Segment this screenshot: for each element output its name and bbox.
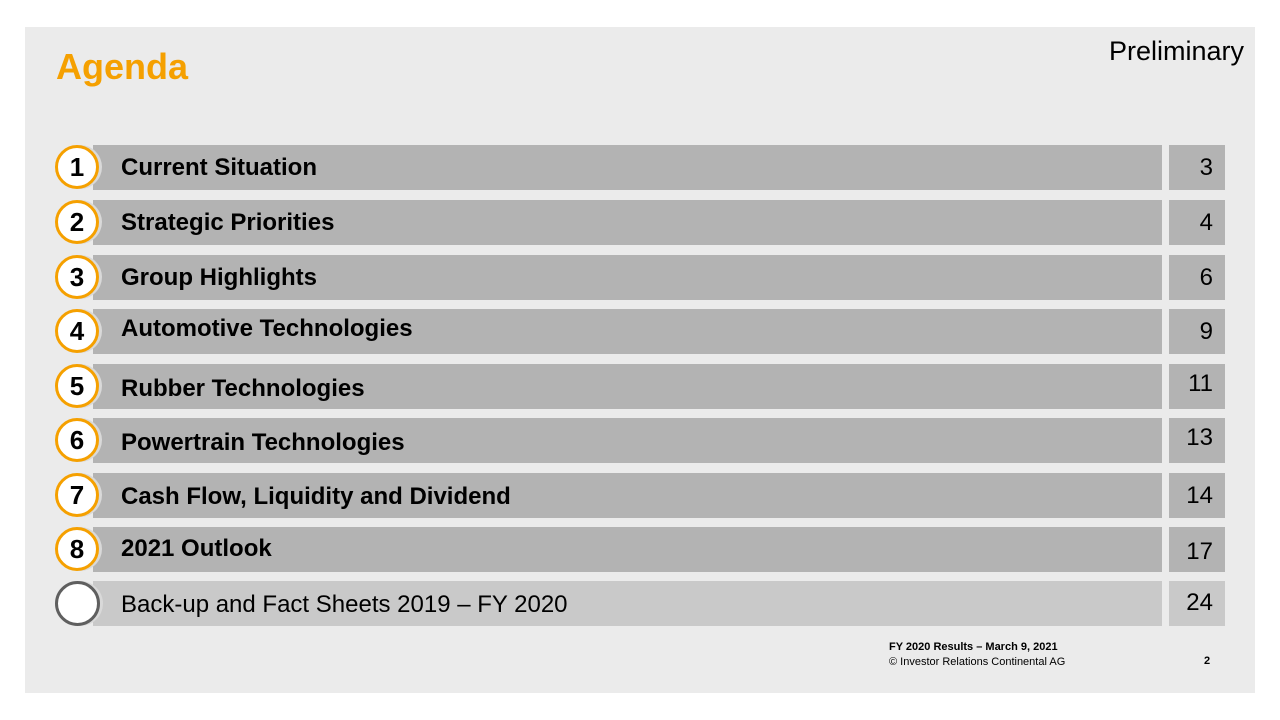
page-number: 3 — [1199, 154, 1213, 181]
item-label: Automotive Technologies — [121, 315, 413, 342]
item-number-badge: 3 — [55, 255, 99, 299]
page-number: 14 — [1186, 482, 1213, 509]
agenda-item: 7 Cash Flow, Liquidity and Dividend 14 — [55, 473, 1225, 518]
agenda-bar — [93, 527, 1162, 572]
page-box: 3 — [1169, 145, 1225, 190]
agenda-bar — [93, 473, 1162, 518]
item-label: Powertrain Technologies — [121, 429, 405, 456]
agenda-item-backup: Back-up and Fact Sheets 2019 – FY 2020 2… — [55, 581, 1225, 626]
item-number-badge: 6 — [55, 418, 99, 462]
footer: FY 2020 Results – March 9, 2021 © Invest… — [889, 640, 1065, 670]
item-label: Cash Flow, Liquidity and Dividend — [121, 483, 511, 510]
page-number: 11 — [1188, 370, 1213, 397]
agenda-bar — [93, 418, 1162, 463]
item-label: Strategic Priorities — [121, 209, 335, 236]
page-number: 6 — [1199, 264, 1213, 291]
footer-event: FY 2020 Results – March 9, 2021 — [889, 641, 1058, 653]
page-box: 24 — [1169, 581, 1225, 626]
item-number: 1 — [69, 152, 85, 182]
item-number-badge: 2 — [55, 200, 99, 244]
agenda-item: 8 2021 Outlook 17 — [55, 527, 1225, 572]
item-number-badge: 1 — [55, 145, 99, 189]
item-label: Group Highlights — [121, 264, 317, 291]
agenda-item: 5 Rubber Technologies 11 — [55, 364, 1225, 409]
item-label: Current Situation — [121, 154, 317, 181]
item-number-badge: 5 — [55, 364, 99, 408]
page-title: Agenda — [56, 46, 189, 87]
agenda-bar — [93, 581, 1162, 626]
page-box: 9 — [1169, 309, 1225, 354]
item-number: 2 — [69, 207, 85, 237]
page-box: 11 — [1169, 364, 1225, 409]
agenda-item: 4 Automotive Technologies 9 — [55, 309, 1225, 354]
item-number: 3 — [69, 262, 85, 292]
page-number: 4 — [1199, 209, 1213, 236]
page-box: 4 — [1169, 200, 1225, 245]
agenda-item: 3 Group Highlights 6 — [55, 255, 1225, 300]
preliminary-label: Preliminary — [1108, 36, 1244, 66]
item-number: 6 — [69, 425, 85, 455]
footer-copyright: © Investor Relations Continental AG — [889, 656, 1066, 668]
page-number: 24 — [1186, 589, 1213, 616]
slide-number: 2 — [1204, 655, 1211, 667]
page-box: 6 — [1169, 255, 1225, 300]
page-box: 17 — [1169, 527, 1225, 572]
slide: Agenda Preliminary 1 Current Situation 3… — [25, 27, 1255, 693]
page-box: 13 — [1169, 418, 1225, 463]
item-number-badge: 4 — [55, 309, 99, 353]
agenda-bar — [93, 255, 1162, 300]
agenda-bar — [93, 309, 1162, 354]
item-label: Back-up and Fact Sheets 2019 – FY 2020 — [121, 591, 568, 618]
page-number: 9 — [1199, 318, 1213, 345]
item-number: 4 — [69, 316, 85, 346]
item-number-badge: 7 — [55, 473, 99, 517]
item-number: 5 — [69, 371, 85, 401]
empty-circle-icon — [55, 581, 100, 626]
page-box: 14 — [1169, 473, 1225, 518]
page-number: 17 — [1186, 538, 1213, 565]
item-number: 7 — [69, 480, 85, 510]
item-number-badge: 8 — [55, 527, 99, 571]
agenda-item: 2 Strategic Priorities 4 — [55, 200, 1225, 245]
agenda-item: 1 Current Situation 3 — [55, 145, 1225, 190]
agenda-bar — [93, 145, 1162, 190]
item-label: 2021 Outlook — [121, 535, 272, 562]
agenda-item: 6 Powertrain Technologies 13 — [55, 418, 1225, 463]
item-label: Rubber Technologies — [121, 375, 365, 402]
item-number: 8 — [69, 534, 85, 564]
agenda-bar — [93, 364, 1162, 409]
page-number: 13 — [1186, 424, 1213, 451]
agenda-bar — [93, 200, 1162, 245]
